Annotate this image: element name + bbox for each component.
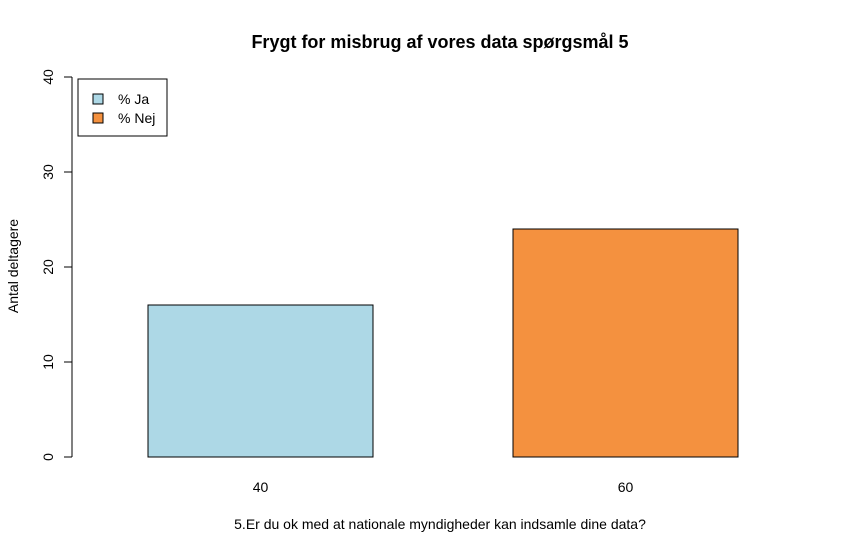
x-category-label: 40 bbox=[253, 479, 269, 495]
legend-label-ja: % Ja bbox=[118, 91, 149, 107]
y-axis-label: Antal deltagere bbox=[5, 219, 21, 313]
y-tick-label: 40 bbox=[40, 69, 56, 85]
y-tick-label: 20 bbox=[40, 259, 56, 275]
y-tick-label: 0 bbox=[40, 453, 56, 461]
x-category-label: 60 bbox=[618, 479, 634, 495]
legend-swatch-nej bbox=[92, 112, 104, 124]
bars bbox=[147, 228, 739, 458]
y-tick-label: 30 bbox=[40, 164, 56, 180]
legend: % Ja % Nej bbox=[77, 78, 168, 137]
bar-40 bbox=[147, 304, 374, 458]
bar-60 bbox=[512, 228, 739, 458]
legend-label-nej: % Nej bbox=[118, 110, 155, 126]
y-axis-ticks: 0 10 20 30 40 bbox=[40, 69, 72, 461]
category-labels: 40 60 bbox=[253, 479, 634, 495]
x-axis-label: 5.Er du ok med at nationale myndigheder … bbox=[234, 516, 646, 532]
chart-title: Frygt for misbrug af vores data spørgsmå… bbox=[251, 32, 628, 52]
y-tick-label: 10 bbox=[40, 354, 56, 370]
legend-swatch-ja bbox=[92, 93, 104, 105]
legend-box bbox=[77, 78, 168, 137]
